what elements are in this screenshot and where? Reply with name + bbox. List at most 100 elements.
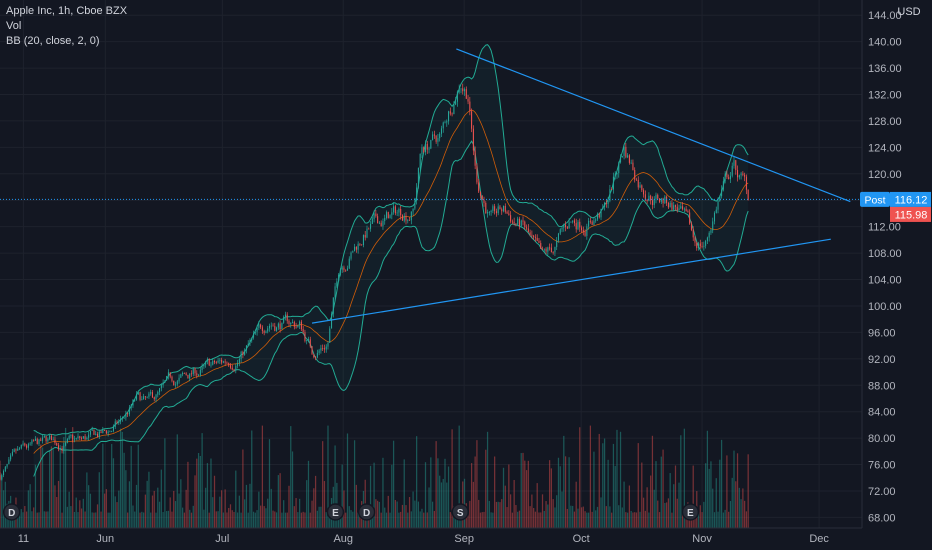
candle-body (409, 220, 411, 221)
candle-body (705, 240, 707, 246)
candle-body (680, 206, 682, 209)
candle-body (368, 228, 370, 230)
candle-body (527, 228, 529, 233)
trendlines[interactable] (311, 48, 851, 324)
price-tick-label: 96.00 (868, 327, 896, 339)
volume-bar (98, 472, 100, 528)
volume-bar (72, 427, 74, 528)
volume-bar (180, 479, 182, 528)
candle-body (346, 268, 349, 271)
candle-body (676, 206, 678, 211)
candle-body (190, 373, 193, 375)
symbol-title[interactable]: Apple Inc, 1h, Cboe BZX (6, 5, 128, 17)
candle-body (18, 448, 21, 450)
volume-bar (708, 468, 710, 528)
candle-body (336, 281, 338, 287)
candle-body (598, 213, 600, 218)
volume-bar (596, 506, 599, 528)
candle-body (547, 247, 549, 252)
candle-body (451, 113, 453, 115)
price-axis[interactable]: 68.00 72.00 76.00 80.00 84.00 88.00 92.00 96.00… (861, 0, 932, 528)
candle-body (206, 359, 208, 362)
candle-body (391, 212, 393, 216)
volume-indicator-label[interactable]: Vol (6, 20, 22, 32)
candle-body (132, 399, 134, 406)
candle-body (570, 221, 572, 223)
candle-body (735, 160, 737, 171)
volume-bar (111, 443, 113, 528)
candle-body (359, 243, 361, 245)
volume-bars (0, 425, 749, 528)
volume-bar (157, 487, 159, 528)
candle-body (602, 206, 604, 210)
volume-bar (369, 465, 372, 528)
candle-body (146, 396, 148, 398)
candle-body (713, 212, 716, 222)
candle-body (26, 445, 28, 448)
candle-body (744, 174, 746, 177)
candle-body (135, 393, 138, 400)
time-axis[interactable]: 11 Jun Jul Aug Sep Oct Nov Dec (0, 527, 932, 550)
volume-bar (249, 483, 251, 528)
volume-bar (64, 427, 67, 528)
candle-body (529, 232, 531, 235)
volume-bar (478, 499, 480, 528)
volume-bar (400, 511, 402, 528)
candle-body (573, 220, 575, 224)
candle-body (364, 235, 366, 238)
candle-body (747, 189, 749, 201)
bollinger-indicator-label[interactable]: BB (20, close, 2, 0) (6, 35, 100, 47)
volume-bar (353, 440, 356, 528)
volume-bar (676, 498, 678, 528)
candle-body (350, 252, 352, 259)
candle-body (160, 384, 162, 389)
candle-body (520, 220, 522, 227)
volume-bar (105, 489, 107, 528)
candle-body (611, 189, 613, 191)
volume-bar (311, 500, 313, 528)
volume-bar (17, 510, 19, 528)
volume-bar (570, 505, 572, 528)
candle-body (625, 146, 627, 158)
candle-body (699, 243, 701, 247)
candle-body (261, 327, 263, 331)
event-marker-letter: D (8, 508, 15, 519)
volume-bar (201, 433, 203, 528)
volume-bar (155, 512, 157, 528)
candle-body (355, 246, 357, 250)
candle-body (283, 317, 285, 323)
candle-body (662, 198, 664, 204)
volume-bar (667, 498, 670, 528)
volume-bar (424, 462, 427, 528)
candle-body (93, 429, 95, 435)
volume-bar (664, 502, 666, 528)
candle-body (178, 377, 180, 382)
candle-body (215, 362, 217, 363)
volume-bar (575, 481, 577, 528)
candle-body (549, 247, 551, 249)
volume-bar (210, 458, 212, 528)
volume-bar (554, 507, 556, 528)
bollinger-bands (33, 44, 749, 477)
candle-body (742, 173, 744, 175)
candle-body (15, 449, 17, 451)
volume-bar (545, 501, 547, 528)
candle-body (737, 170, 739, 178)
candle-body (63, 445, 65, 451)
candle-body (290, 322, 292, 325)
volume-bar (181, 507, 184, 528)
price-tick-label: 140.00 (868, 37, 902, 49)
candle-body (86, 437, 88, 440)
volume-bar (357, 512, 359, 528)
volume-bar (135, 484, 138, 528)
candle-body (54, 439, 56, 444)
volume-bar (501, 499, 503, 528)
candle-body (91, 429, 93, 431)
volume-bar (114, 496, 116, 528)
candle-body (72, 435, 74, 440)
candle-body (242, 351, 244, 355)
candle-body (137, 392, 139, 394)
candle-body (45, 436, 47, 442)
volume-bar (268, 439, 271, 528)
